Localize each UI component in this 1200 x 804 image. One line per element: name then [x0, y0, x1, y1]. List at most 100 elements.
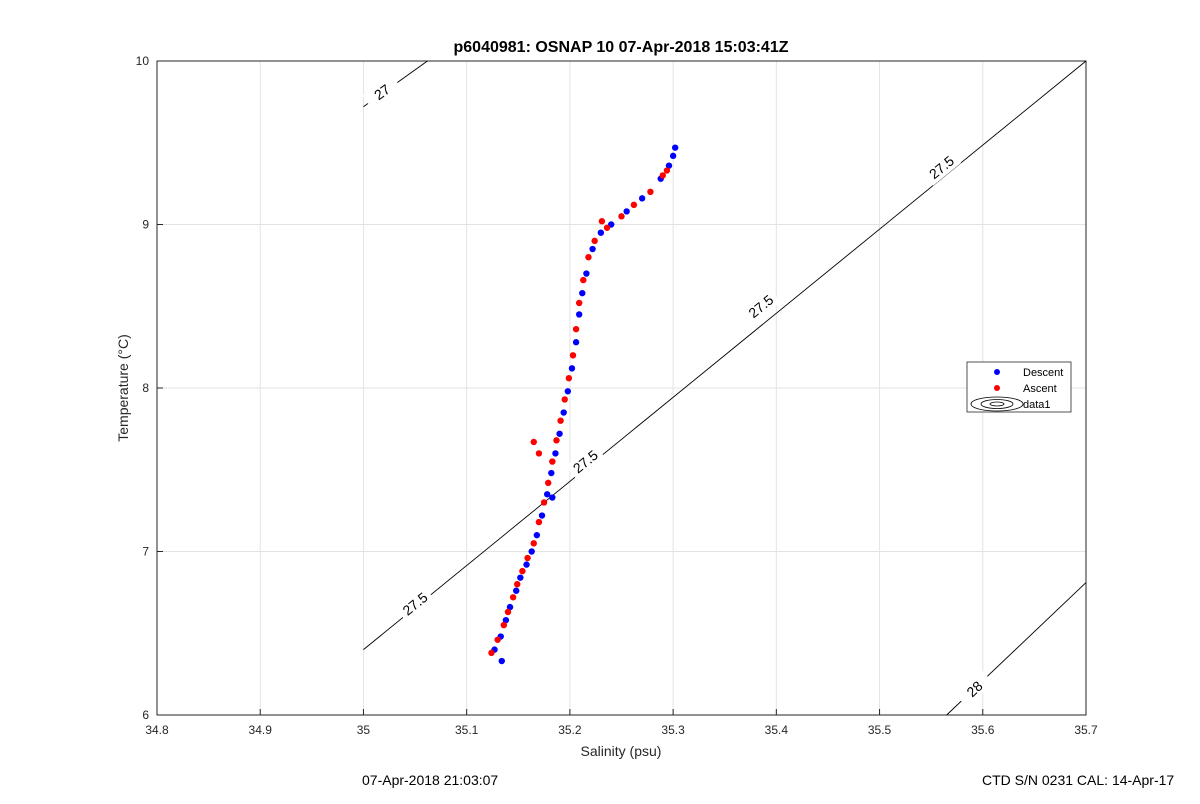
- x-tick-label: 35.3: [661, 723, 685, 737]
- legend-descent-label: Descent: [1023, 367, 1063, 379]
- legend-ascent-marker: [994, 385, 1000, 391]
- x-tick-label: 35.1: [455, 723, 479, 737]
- legend-box: [966, 361, 1072, 413]
- ascent-point: [569, 352, 577, 359]
- descent-point: [548, 469, 555, 477]
- ascent-point: [519, 567, 526, 575]
- y-tick-label: 10: [136, 54, 150, 68]
- ascent-point: [535, 450, 543, 457]
- descent-point: [556, 430, 563, 437]
- series-descent: [491, 144, 679, 665]
- descent-point: [665, 162, 673, 169]
- ascent-point: [561, 396, 568, 403]
- ascent-point: [549, 458, 556, 465]
- descent-point: [552, 450, 559, 457]
- x-tick-label: 35.7: [1074, 723, 1098, 737]
- ascent-point: [565, 374, 573, 382]
- descent-point: [533, 531, 541, 539]
- x-tick-label: 35.4: [765, 723, 789, 737]
- contour-label-mask: [565, 443, 606, 480]
- descent-point: [498, 657, 505, 665]
- descent-point: [568, 365, 576, 372]
- descent-point: [669, 152, 677, 160]
- descent-point: [506, 603, 514, 611]
- contour-label-mask: [955, 669, 994, 708]
- contour-label-mask: [741, 287, 781, 325]
- y-tick-label: 8: [142, 381, 149, 395]
- legend-contour-icon: [970, 396, 1024, 412]
- ascent-point: [514, 581, 521, 588]
- legend: Descent Ascent data1: [966, 361, 1072, 413]
- ascent-point: [524, 554, 531, 562]
- x-tick-label: 35: [357, 723, 371, 737]
- ascent-point: [585, 254, 592, 261]
- ascent-point: [509, 594, 517, 601]
- ascent-point: [540, 499, 548, 506]
- descent-point: [543, 491, 551, 498]
- descent-point: [538, 512, 546, 519]
- descent-point: [564, 388, 572, 395]
- ascent-point: [663, 167, 671, 174]
- y-tick-label: 9: [142, 218, 149, 232]
- data-series: [488, 144, 679, 665]
- ascent-point: [572, 325, 580, 333]
- ascent-point: [553, 437, 560, 444]
- descent-point: [528, 548, 535, 555]
- ascent-point: [580, 276, 587, 284]
- descent-point: [671, 144, 679, 151]
- axis-ticks: 34.8 34.9 35 35.1 35.2 35.3 35.4 35.5 35.6 35.7 6 7…: [136, 54, 1098, 737]
- x-tick-label: 35.5: [868, 723, 892, 737]
- descent-point: [575, 311, 583, 318]
- x-axis-label: Salinity (psu): [581, 743, 662, 759]
- ascent-point: [575, 299, 583, 307]
- y-tick-label: 7: [142, 545, 149, 559]
- y-tick-label: 6: [142, 708, 149, 722]
- ascent-point: [488, 649, 495, 657]
- legend-contour-label: data1: [1023, 399, 1051, 411]
- contour-label-mask: [362, 74, 402, 110]
- chart-title: p6040981: OSNAP 10 07-Apr-2018 15:03:41Z: [454, 39, 789, 56]
- descent-point: [579, 289, 586, 297]
- descent-point: [513, 587, 520, 594]
- ascent-point: [598, 218, 606, 225]
- descent-point: [523, 561, 530, 568]
- ascent-point: [603, 224, 611, 231]
- ascent-point: [500, 621, 508, 629]
- x-tick-label: 35.6: [971, 723, 995, 737]
- contour-line: [363, 60, 1087, 650]
- ascent-point: [535, 518, 543, 526]
- ascent-point: [618, 213, 625, 220]
- x-tick-label: 35.2: [558, 723, 582, 737]
- y-axis-label: Temperature (°C): [115, 334, 131, 442]
- ascent-point: [530, 540, 537, 547]
- descent-point: [517, 574, 524, 581]
- descent-point: [549, 494, 556, 501]
- descent-point: [597, 229, 605, 236]
- legend-ascent-label: Ascent: [1023, 383, 1057, 395]
- ascent-point: [557, 417, 564, 424]
- ascent-point: [504, 608, 512, 616]
- ascent-point: [494, 636, 501, 643]
- legend-descent-marker: [994, 369, 1000, 375]
- ascent-point: [647, 188, 654, 195]
- x-tick-label: 34.9: [249, 723, 273, 737]
- footer-timestamp: 07-Apr-2018 21:03:07: [362, 772, 499, 788]
- descent-point: [560, 409, 567, 416]
- ascent-point: [591, 237, 598, 245]
- ascent-point: [530, 438, 537, 446]
- descent-point: [589, 245, 596, 253]
- contour-label-mask: [921, 148, 962, 186]
- descent-point: [638, 195, 646, 202]
- descent-point: [502, 616, 510, 624]
- descent-point: [572, 339, 580, 346]
- series-ascent: [488, 167, 671, 657]
- ascent-point: [630, 201, 638, 209]
- descent-point: [583, 270, 590, 277]
- x-tick-label: 34.8: [145, 723, 169, 737]
- contour-label-mask: [395, 585, 435, 623]
- descent-point: [623, 208, 630, 215]
- footer-ctd-info: CTD S/N 0231 CAL: 14-Apr-17: [982, 772, 1175, 788]
- ascent-point: [545, 479, 552, 487]
- ascent-point: [659, 172, 666, 179]
